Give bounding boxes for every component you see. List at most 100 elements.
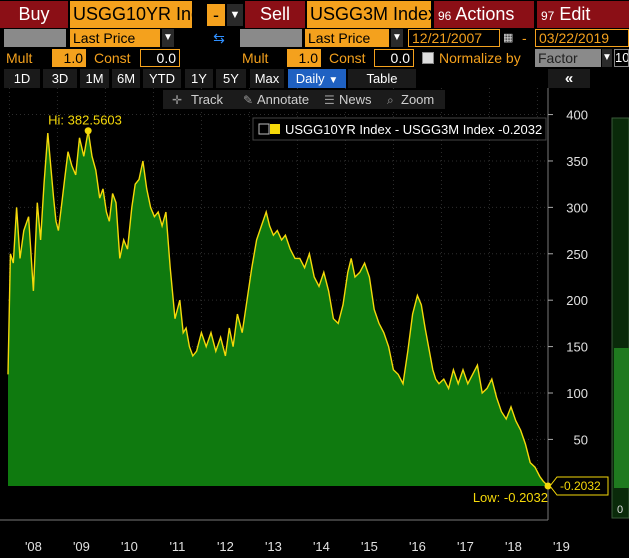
range-button-1m[interactable]: 1M (80, 69, 109, 88)
trade-toolbar: Buy USGG10YR Ind - ▼ Sell USGG3M Index 9… (0, 0, 629, 29)
low-annotation: Low: -0.2032 (473, 490, 548, 505)
track-button[interactable]: Track (191, 92, 224, 107)
buy-price-dropdown[interactable]: ▼ (162, 29, 174, 47)
table-button[interactable]: Table (348, 69, 416, 88)
normalize-select[interactable]: Factor (535, 49, 601, 67)
range-button-6m[interactable]: 6M (112, 69, 140, 88)
swap-arrows-icon[interactable]: ⇆ (213, 30, 225, 46)
buy-ticker-field[interactable]: USGG10YR Ind (70, 1, 192, 28)
last-value-tag (549, 476, 609, 496)
low-marker (544, 482, 552, 490)
x-tick-label: '16 (409, 539, 426, 554)
x-tick-label: '18 (505, 539, 522, 554)
hi-annotation: Hi: 382.5603 (48, 113, 122, 128)
news-icon[interactable]: ☰ (324, 93, 335, 107)
operator-dropdown[interactable]: ▼ (227, 4, 243, 26)
y-tick-label: 150 (566, 340, 588, 355)
sell-source-field[interactable] (240, 29, 302, 47)
buy-button[interactable]: Buy (0, 1, 68, 28)
y-axis: 50 100 150 200 250 300 350 400 (547, 88, 588, 520)
transform-row: Mult 1.0 Const 0.0 Mult 1.0 Const 0.0 No… (0, 49, 629, 68)
double-chevron-left-icon[interactable]: « (548, 69, 590, 88)
range-button-ytd[interactable]: YTD (143, 69, 181, 88)
chart-tools-bar (163, 90, 445, 109)
const-input-2[interactable]: 0.0 (374, 49, 414, 67)
operator-field[interactable]: - (207, 4, 225, 26)
mult-label-2: Mult (242, 50, 269, 66)
x-tick-label: '15 (361, 539, 378, 554)
annotate-button[interactable]: Annotate (257, 92, 309, 107)
chevron-down-icon: ▼ (328, 75, 339, 86)
buy-source-field[interactable] (4, 29, 66, 47)
x-tick-label: '17 (457, 539, 474, 554)
daily-label: Daily (295, 71, 325, 86)
y-tick-label: 250 (566, 247, 588, 262)
chevron-down-icon: ▼ (229, 9, 241, 21)
mult-input[interactable]: 1.0 (52, 49, 86, 67)
range-button-3d[interactable]: 3D (43, 69, 77, 88)
x-tick-label: '09 (73, 539, 90, 554)
sell-button[interactable]: Sell (245, 1, 305, 28)
const-input[interactable]: 0.0 (140, 49, 180, 67)
range-button-5y[interactable]: 5Y (216, 69, 246, 88)
calendar-icon[interactable]: ▦ (503, 32, 514, 44)
news-button[interactable]: News (339, 92, 372, 107)
actions-number: 96 (438, 9, 452, 23)
secondary-panel-area (614, 348, 629, 488)
mult-input-2[interactable]: 1.0 (287, 49, 321, 67)
range-button-max[interactable]: Max (250, 69, 284, 88)
legend-label: USGG10YR Index - USGG3M Index -0.2032 (285, 122, 542, 137)
y-tick-label: 200 (566, 293, 588, 308)
chevron-down-icon: ▼ (602, 52, 612, 63)
buy-price-field[interactable]: Last Price (70, 29, 160, 47)
legend-toggle-icon[interactable] (258, 123, 270, 135)
legend-box (252, 117, 547, 141)
secondary-panel-tick: 0 (617, 504, 623, 516)
daily-dropdown[interactable]: Daily ▼ (288, 69, 346, 88)
normalize-label: Normalize by (439, 50, 521, 66)
x-tick-label: '11 (169, 539, 185, 554)
range-button-1d[interactable]: 1D (4, 69, 40, 88)
zoom-icon[interactable]: ⌕ (387, 93, 394, 107)
edit-number: 97 (541, 9, 555, 23)
spread-line (7, 130, 549, 487)
range-nav: 1D 3D 1M 6M YTD 1Y 5Y Max Daily ▼ Table « (0, 69, 629, 88)
range-button-1y[interactable]: 1Y (185, 69, 213, 88)
spread-area (8, 130, 548, 486)
const-label-2: Const (329, 50, 366, 66)
last-value-label: -0.2032 (560, 479, 601, 493)
x-tick-label: '12 (217, 539, 234, 554)
sell-price-dropdown[interactable]: ▼ (391, 29, 403, 47)
normalize-dropdown[interactable]: ▼ (602, 49, 612, 67)
y-tick-label: 400 (566, 108, 588, 123)
chevron-down-icon: ▼ (163, 32, 173, 43)
y-tick-label: 350 (566, 154, 588, 169)
mult-label: Mult (6, 50, 33, 66)
const-label: Const (94, 50, 131, 66)
factor-input[interactable]: 10 (614, 49, 629, 67)
start-date-field[interactable]: 12/21/2007 (408, 29, 500, 47)
legend-swatch (270, 124, 280, 134)
sell-ticker-field[interactable]: USGG3M Index (307, 1, 431, 28)
x-tick-label: '19 (553, 539, 570, 554)
edit-label: Edit (559, 4, 591, 24)
normalize-checkbox[interactable] (422, 52, 434, 64)
x-tick-label: '10 (121, 539, 138, 554)
price-date-row: Last Price ▼ ⇆ Last Price ▼ 12/21/2007 ▦… (0, 29, 629, 48)
annotate-icon[interactable]: ✎ (243, 93, 253, 107)
edit-menu-button[interactable]: 97 Edit (537, 1, 629, 28)
date-separator: - (522, 30, 527, 46)
actions-menu-button[interactable]: 96 Actions (434, 1, 534, 28)
x-tick-label: '14 (313, 539, 330, 554)
y-tick-label: 100 (566, 386, 588, 401)
y-tick-label: 300 (566, 200, 588, 215)
sell-price-field[interactable]: Last Price (305, 29, 389, 47)
chevron-down-icon: ▼ (392, 32, 402, 43)
hi-marker (84, 127, 92, 135)
end-date-field[interactable]: 03/22/2019 (535, 29, 629, 47)
x-axis: '08 '09 '10 '11 '12 '13 '14 '15 '16 '17 '18 '19 (0, 519, 570, 554)
zoom-button[interactable]: Zoom (401, 92, 434, 107)
y-tick-label: 50 (574, 432, 588, 447)
crosshair-icon[interactable]: ✛ (172, 93, 182, 107)
